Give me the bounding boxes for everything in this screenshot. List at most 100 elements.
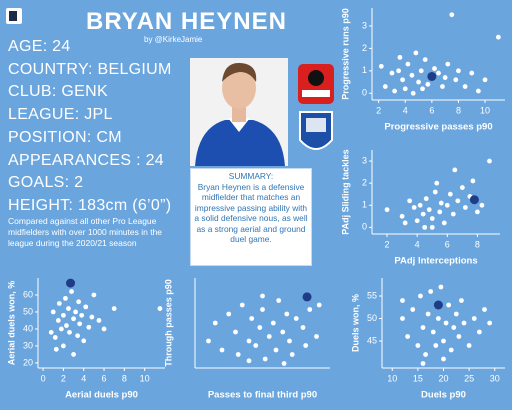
- point: [289, 352, 295, 357]
- league-logo: [298, 64, 334, 104]
- byline: by @KirkeJamie: [144, 35, 203, 44]
- point: [400, 77, 405, 83]
- point: [111, 306, 117, 311]
- point: [469, 195, 479, 205]
- point: [219, 347, 225, 353]
- point: [428, 289, 434, 294]
- point: [249, 316, 255, 321]
- point: [423, 352, 428, 357]
- y-axis-label: PAdj Sliding tackles: [340, 149, 350, 234]
- point: [429, 224, 435, 230]
- point: [476, 88, 481, 94]
- point: [405, 334, 411, 339]
- point: [293, 316, 299, 321]
- point: [420, 325, 426, 330]
- point: [450, 211, 456, 217]
- point: [273, 347, 279, 353]
- point: [462, 84, 468, 89]
- profile-line: LEAGUE: JPL: [8, 106, 113, 124]
- point: [426, 207, 432, 213]
- y-tick-label: 55: [367, 290, 377, 300]
- point: [233, 329, 238, 335]
- point: [83, 304, 89, 310]
- point: [471, 316, 477, 321]
- point: [441, 338, 446, 344]
- point: [86, 324, 92, 330]
- point: [246, 358, 252, 364]
- point: [260, 307, 265, 312]
- point: [425, 311, 431, 317]
- point: [422, 224, 428, 230]
- x-axis-label: PAdj Interceptions: [394, 256, 477, 267]
- point: [235, 352, 241, 357]
- point: [280, 329, 286, 335]
- point: [432, 66, 437, 71]
- point: [61, 343, 66, 349]
- logo-mark: [9, 11, 17, 21]
- x-tick-label: 0: [41, 373, 46, 383]
- x-tick-label: 8: [456, 105, 461, 115]
- point: [433, 343, 439, 348]
- y-tick-label: 0: [362, 222, 367, 232]
- point: [316, 302, 322, 308]
- x-tick-label: 2: [61, 373, 66, 383]
- profile-line: AGE: 24: [8, 38, 71, 55]
- x-tick-label: 6: [102, 373, 107, 383]
- summary-text: Bryan Heynen is a defensive midfielder t…: [194, 181, 308, 245]
- x-axis-label: Duels p90: [421, 390, 466, 401]
- profile-line: APPEARANCES : 24: [8, 151, 164, 169]
- profile-line: GOALS: 2: [8, 174, 84, 192]
- point: [495, 34, 501, 40]
- point: [392, 88, 398, 94]
- point: [411, 205, 417, 210]
- point: [226, 311, 232, 317]
- point: [453, 77, 459, 83]
- y-tick-label: 40: [23, 323, 33, 333]
- point: [76, 299, 82, 305]
- y-tick-label: 3: [362, 20, 367, 30]
- point: [434, 180, 440, 186]
- x-tick-label: 15: [413, 373, 423, 383]
- point: [410, 90, 416, 96]
- point: [246, 338, 252, 344]
- y-tick-label: 30: [23, 340, 33, 350]
- y-tick-label: 60: [23, 289, 33, 299]
- point: [399, 213, 405, 219]
- point: [451, 325, 457, 330]
- point: [487, 158, 492, 164]
- point: [437, 209, 443, 215]
- point: [71, 316, 76, 322]
- y-tick-label: 2: [362, 43, 367, 53]
- point: [61, 312, 66, 318]
- point: [307, 307, 313, 312]
- point: [453, 311, 459, 317]
- point: [73, 309, 78, 315]
- point: [433, 300, 443, 310]
- point: [96, 318, 102, 323]
- point: [456, 334, 462, 339]
- point: [58, 326, 64, 332]
- point: [436, 70, 441, 76]
- x-tick-label: 8: [122, 373, 127, 383]
- point: [407, 198, 413, 204]
- x-tick-label: 10: [480, 105, 490, 115]
- profile-line: CLUB: GENK: [8, 83, 108, 101]
- point: [446, 302, 452, 308]
- point: [425, 81, 431, 87]
- profile-line: POSITION: CM: [8, 128, 122, 146]
- point: [75, 333, 81, 339]
- point: [52, 335, 58, 340]
- point: [442, 75, 448, 80]
- x-tick-label: 6: [445, 239, 450, 249]
- point: [89, 314, 95, 320]
- point: [253, 343, 259, 348]
- profile-line: HEIGHT: 183cm (6’0”): [8, 196, 172, 214]
- point: [441, 356, 446, 362]
- point: [429, 216, 435, 221]
- x-tick-label: 20: [438, 373, 448, 383]
- player-photo: [190, 58, 288, 166]
- x-tick-label: 4: [415, 239, 420, 249]
- x-tick-label: 2: [376, 105, 381, 115]
- point: [157, 306, 163, 311]
- point: [413, 50, 419, 56]
